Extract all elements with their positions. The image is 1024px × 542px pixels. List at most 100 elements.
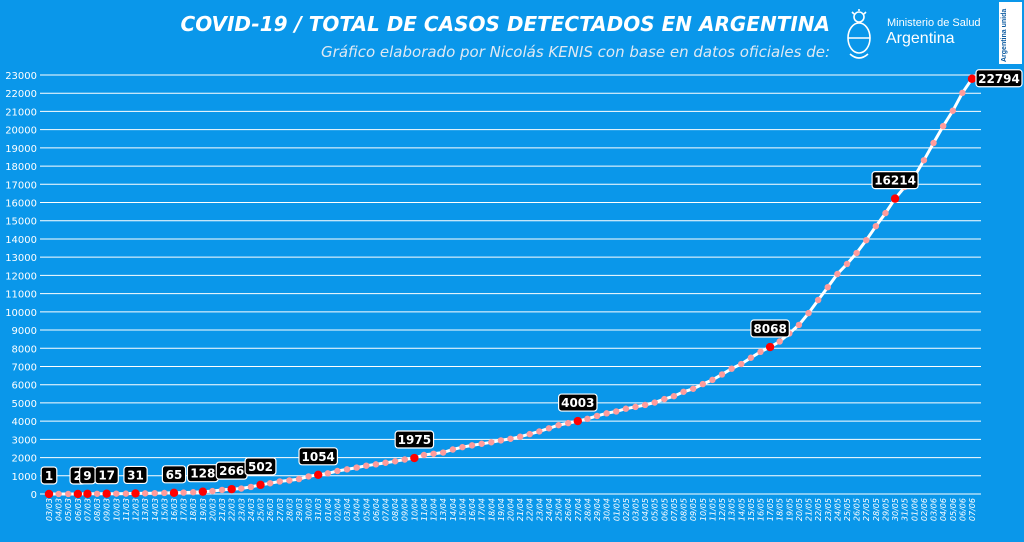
y-tick-label: 9000 bbox=[12, 326, 37, 337]
data-point bbox=[343, 466, 351, 473]
x-tick-label: 15/04 bbox=[458, 498, 467, 521]
data-label: 22794 bbox=[978, 72, 1020, 86]
x-tick-label: 04/04 bbox=[353, 498, 362, 521]
data-point bbox=[122, 490, 130, 497]
x-tick-label: 11/05 bbox=[708, 498, 717, 521]
data-point bbox=[814, 296, 822, 304]
data-point bbox=[218, 486, 226, 494]
data-point bbox=[824, 283, 831, 291]
highlight-point bbox=[573, 416, 583, 426]
data-label: 1054 bbox=[302, 450, 335, 464]
data-point bbox=[276, 478, 283, 485]
highlight-point bbox=[44, 489, 54, 499]
x-tick-label: 01/06 bbox=[910, 498, 919, 521]
data-point bbox=[488, 439, 495, 446]
x-tick-label: 27/05 bbox=[862, 498, 871, 521]
x-tick-label: 06/03 bbox=[74, 498, 83, 521]
x-tick-label: 21/04 bbox=[516, 498, 525, 521]
data-point bbox=[882, 209, 889, 217]
x-tick-label: 07/06 bbox=[968, 498, 977, 521]
data-point bbox=[65, 490, 72, 498]
highlight-point bbox=[256, 480, 265, 490]
data-point bbox=[939, 122, 947, 130]
y-tick-label: 23000 bbox=[5, 71, 37, 82]
data-point bbox=[920, 157, 928, 164]
highlight-point bbox=[967, 74, 977, 83]
data-label: 1 bbox=[45, 469, 53, 483]
data-point bbox=[507, 435, 514, 442]
data-point bbox=[497, 437, 505, 444]
x-tick-label: 25/03 bbox=[257, 498, 266, 521]
data-point bbox=[661, 395, 668, 403]
data-point bbox=[651, 399, 658, 406]
data-point bbox=[151, 489, 158, 497]
x-tick-label: 03/06 bbox=[930, 498, 939, 521]
x-tick-label: 26/03 bbox=[266, 498, 275, 521]
highlight-point bbox=[314, 470, 323, 479]
x-tick-label: 23/03 bbox=[237, 498, 246, 521]
x-tick-label: 07/04 bbox=[382, 498, 391, 521]
x-tick-label: 12/03 bbox=[132, 498, 141, 521]
y-tick-label: 2000 bbox=[12, 454, 37, 465]
data-point bbox=[391, 458, 399, 465]
data-label-box bbox=[40, 466, 58, 485]
x-tick-label: 04/03 bbox=[55, 498, 64, 521]
data-point bbox=[295, 475, 303, 483]
data-point bbox=[872, 222, 880, 230]
x-tick-label: 30/04 bbox=[603, 498, 612, 521]
data-point bbox=[478, 440, 485, 447]
x-tick-label: 28/04 bbox=[583, 498, 592, 521]
data-point bbox=[738, 360, 745, 368]
x-tick-label: 17/04 bbox=[478, 498, 487, 521]
data-point bbox=[795, 321, 803, 329]
data-point bbox=[834, 270, 841, 278]
data-point bbox=[324, 470, 332, 477]
x-tick-label: 28/03 bbox=[285, 498, 294, 521]
data-label-box bbox=[975, 69, 1023, 88]
x-tick-label: 08/03 bbox=[93, 498, 102, 521]
x-tick-label: 06/04 bbox=[372, 498, 381, 521]
data-point bbox=[843, 260, 851, 268]
x-tick-label: 02/04 bbox=[333, 498, 342, 521]
x-tick-label: 01/04 bbox=[324, 498, 333, 521]
data-point bbox=[161, 489, 168, 497]
x-tick-label: 06/05 bbox=[660, 498, 669, 521]
x-tick-label: 16/04 bbox=[468, 498, 477, 521]
data-point bbox=[699, 380, 706, 388]
x-tick-label: 05/04 bbox=[362, 498, 371, 521]
data-label: 31 bbox=[127, 468, 144, 482]
x-tick-label: 02/05 bbox=[622, 498, 631, 521]
data-point bbox=[680, 388, 687, 395]
data-point bbox=[449, 446, 457, 453]
x-tick-label: 18/04 bbox=[487, 498, 496, 521]
data-point bbox=[209, 487, 216, 495]
data-label-box bbox=[871, 171, 919, 190]
data-point bbox=[564, 419, 572, 427]
data-point bbox=[930, 139, 937, 147]
coat-of-arms-icon bbox=[847, 9, 871, 59]
data-point bbox=[545, 425, 553, 432]
x-tick-label: 09/05 bbox=[689, 498, 698, 521]
data-point bbox=[949, 107, 956, 114]
x-tick-label: 03/05 bbox=[631, 498, 640, 521]
x-tick-label: 17/05 bbox=[766, 498, 775, 521]
y-tick-label: 7000 bbox=[12, 362, 37, 373]
highlight-point bbox=[73, 489, 83, 499]
data-point bbox=[641, 401, 649, 409]
data-point bbox=[93, 490, 101, 497]
x-tick-label: 15/05 bbox=[747, 498, 756, 521]
data-point bbox=[430, 450, 437, 457]
data-point bbox=[238, 485, 245, 492]
x-tick-label: 08/04 bbox=[391, 498, 400, 521]
data-point bbox=[555, 421, 562, 429]
x-tick-label: 08/05 bbox=[680, 498, 689, 521]
y-tick-label: 20000 bbox=[5, 126, 37, 137]
x-tick-label: 16/03 bbox=[170, 498, 179, 521]
data-point bbox=[468, 442, 476, 449]
x-tick-label: 02/06 bbox=[920, 498, 929, 521]
x-tick-label: 23/05 bbox=[824, 498, 833, 521]
highlight-point bbox=[169, 488, 179, 498]
data-point bbox=[593, 412, 601, 420]
highlight-point bbox=[765, 342, 775, 352]
y-tick-label: 15000 bbox=[5, 217, 37, 228]
